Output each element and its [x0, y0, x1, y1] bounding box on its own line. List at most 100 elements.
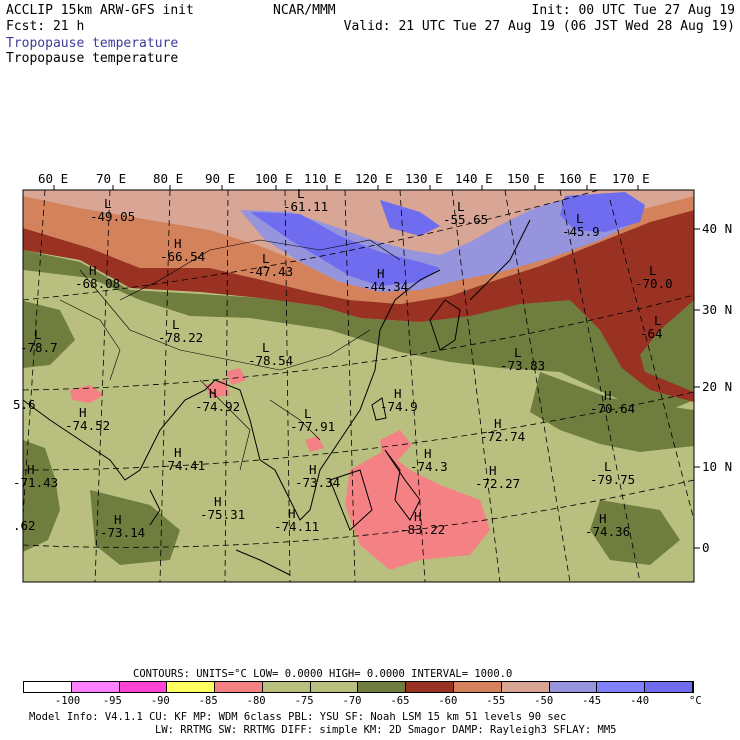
high-marker: H: [214, 494, 222, 509]
color-region: [225, 368, 246, 385]
valid-time: Valid: 21 UTC Tue 27 Aug 19 (06 JST Wed …: [343, 19, 735, 34]
high-marker: H: [414, 509, 422, 524]
center-value: .62: [13, 518, 36, 533]
center-value: -72.27: [475, 476, 521, 491]
colorbar-swatch: [597, 682, 646, 692]
low-marker: L: [262, 251, 270, 266]
center-value: -70.64: [590, 401, 636, 416]
model-title: ACCLIP 15km ARW-GFS init: [6, 3, 194, 18]
center-value: -44.34: [363, 279, 409, 294]
color-region: [442, 510, 474, 535]
center-value: -45.9: [562, 224, 600, 239]
high-marker: H: [288, 506, 296, 521]
color-region: [345, 450, 490, 570]
low-marker: L: [576, 211, 584, 226]
color-region: [23, 210, 694, 402]
colorbar-swatch: [645, 682, 693, 692]
low-marker: L: [297, 186, 305, 201]
center-value: 5.6: [13, 397, 36, 412]
longitude-label: 140 E: [455, 171, 493, 186]
high-marker: H: [394, 386, 402, 401]
map-frame: [22, 189, 695, 583]
center-value: -78.7: [20, 340, 58, 355]
center-value: -78.22: [158, 330, 204, 345]
center-value: -64: [640, 326, 663, 341]
center-value: -78.54: [248, 353, 294, 368]
colorbar-swatch: [454, 682, 502, 692]
longitude-label: 60 E: [38, 171, 69, 186]
longitude-label: 80 E: [153, 171, 184, 186]
longitude-label: 170 E: [612, 171, 650, 186]
colorbar-tick-label: -85: [198, 695, 218, 707]
color-region: [590, 500, 680, 565]
longitude-ticks: [53, 185, 639, 190]
center-value: -55.65: [443, 212, 489, 227]
low-marker: L: [654, 313, 662, 328]
low-marker: L: [262, 340, 270, 355]
high-marker: H: [489, 463, 497, 478]
center-value: -71.43: [13, 475, 59, 490]
longitude-label: 70 E: [96, 171, 127, 186]
borders: [59, 239, 401, 471]
low-marker: L: [649, 263, 657, 278]
high-marker: H: [209, 386, 217, 401]
latitude-label: 20 N: [702, 379, 733, 394]
colorbar-swatch: [71, 682, 120, 692]
center-value: -74.52: [65, 418, 111, 433]
field-name-primary: Tropopause temperature: [6, 36, 179, 51]
center-value: -83.22: [400, 522, 446, 537]
color-region: [560, 192, 645, 232]
contours-info: CONTOURS: UNITS=°C LOW= 0.0000 HIGH= 0.0…: [133, 668, 513, 680]
center-value: -61.11: [283, 199, 329, 214]
colorbar-tick-label: -70: [342, 695, 362, 707]
graticule: [23, 190, 694, 582]
low-marker: L: [104, 196, 112, 211]
center-value: -72.74: [480, 429, 526, 444]
low-marker: L: [457, 199, 465, 214]
high-marker: H: [174, 236, 182, 251]
init-time: Init: 00 UTC Tue 27 Aug 19: [531, 3, 736, 18]
high-marker: H: [599, 511, 607, 526]
colorbar-swatch: [310, 682, 359, 692]
low-marker: L: [34, 327, 42, 342]
low-marker: L: [304, 406, 312, 421]
center-value: -79.75: [590, 472, 636, 487]
center-value: -74.92: [195, 399, 241, 414]
low-marker: L: [514, 345, 522, 360]
high-marker: H: [27, 462, 35, 477]
center-value: -74.11: [274, 519, 320, 534]
center-value: -77.91: [290, 419, 336, 434]
color-region: [90, 490, 180, 565]
latitude-label: 30 N: [702, 302, 733, 317]
colorbar-swatch: [119, 682, 168, 692]
colorbar-swatch: [167, 682, 216, 692]
center-value: -68.08: [75, 276, 121, 291]
high-marker: H: [309, 462, 317, 477]
center-value: -73.14: [100, 525, 146, 540]
colorbar-swatch: [24, 682, 72, 692]
color-region: [530, 372, 694, 452]
colorbar-tick-label: -95: [102, 695, 122, 707]
colorbar-tick-label: -65: [390, 695, 410, 707]
high-marker: H: [89, 263, 97, 278]
longitude-label: 130 E: [405, 171, 443, 186]
colorbar-swatch: [501, 682, 550, 692]
low-marker: L: [172, 317, 180, 332]
forecast-hour: Fcst: 21 h: [6, 19, 85, 34]
color-region: [23, 440, 60, 552]
center-value: -66.54: [160, 249, 206, 264]
center-value: -73.34: [295, 475, 341, 490]
high-marker: H: [494, 416, 502, 431]
color-region: [70, 385, 104, 403]
center-value: -73.83: [500, 358, 546, 373]
colorbar-tick-label: -50: [534, 695, 554, 707]
map-field: [23, 190, 694, 582]
center-value: -74.9: [380, 399, 418, 414]
longitude-label: 110 E: [304, 171, 342, 186]
low-marker: L: [604, 459, 612, 474]
field-name-secondary: Tropopause temperature: [6, 51, 179, 66]
colorbar-swatch: [215, 682, 263, 692]
coastlines: [23, 219, 531, 576]
longitude-label: 150 E: [507, 171, 545, 186]
